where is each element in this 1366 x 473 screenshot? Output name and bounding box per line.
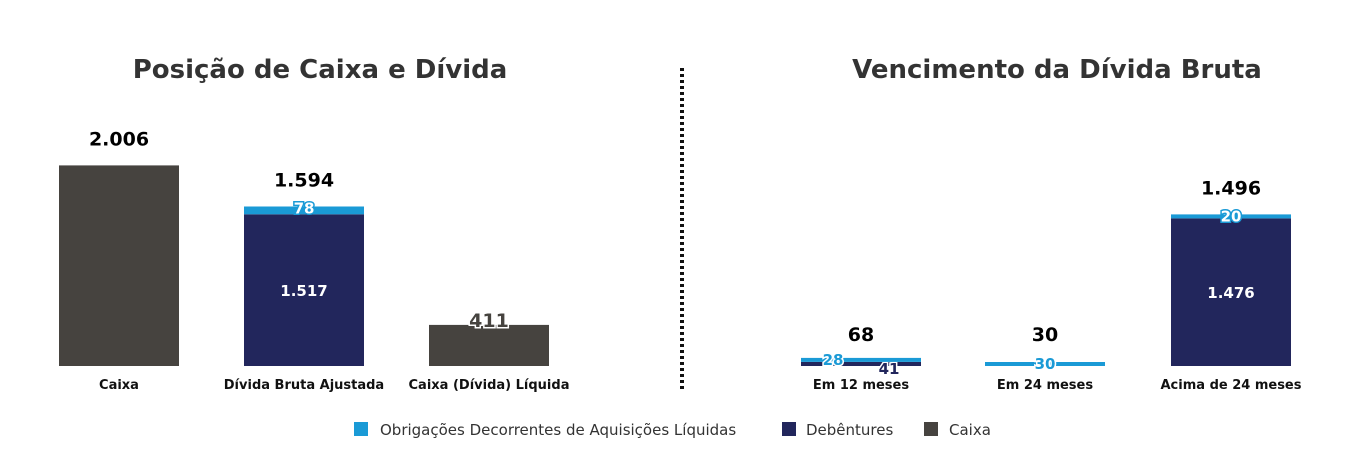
legend: Obrigações Decorrentes de Aquisições Líq… <box>354 421 991 439</box>
bar-caixa <box>429 324 549 366</box>
bar-aquisicoes <box>1171 214 1291 219</box>
chart-title-left: Posição de Caixa e Dívida <box>133 55 508 85</box>
bar-debentures <box>801 361 921 366</box>
data-label-aquisicoes: 30 <box>1035 355 1056 373</box>
legend-swatch-debentures <box>782 422 796 436</box>
data-label-debentures: 1.476 <box>1207 284 1254 302</box>
legend-swatch-aquisicoes <box>354 422 368 436</box>
bar-debentures <box>244 214 364 366</box>
total-label: 68 <box>848 324 874 346</box>
category-label: Dívida Bruta Ajustada <box>224 378 384 393</box>
data-label-caixa: 411 <box>469 310 509 332</box>
category-label: Caixa (Dívida) Líquida <box>409 378 570 393</box>
total-label: 1.496 <box>1201 177 1261 199</box>
data-label-debentures: 41 <box>879 360 900 378</box>
data-label-debentures: 1.517 <box>280 282 327 300</box>
bar-debentures <box>1171 218 1291 366</box>
category-label: Acima de 24 meses <box>1161 378 1302 393</box>
data-label-aquisicoes: 78 <box>294 200 315 218</box>
legend-label-debentures: Debêntures <box>806 421 893 439</box>
category-label: Caixa <box>99 378 139 393</box>
legend-label-caixa: Caixa <box>949 421 991 439</box>
category-label: Em 12 meses <box>813 378 909 393</box>
data-label-aquisicoes: 20 <box>1221 207 1242 225</box>
total-label: 1.594 <box>274 170 334 192</box>
bar-aquisicoes <box>985 362 1105 366</box>
bar-caixa <box>59 165 179 366</box>
category-label: Em 24 meses <box>997 378 1093 393</box>
total-label: 2.006 <box>89 128 149 150</box>
data-label-aquisicoes: 28 <box>823 351 844 369</box>
bar-aquisicoes <box>244 206 364 215</box>
bar-aquisicoes <box>801 357 921 362</box>
legend-label-aquisicoes: Obrigações Decorrentes de Aquisições Líq… <box>380 421 736 439</box>
chart-title-right: Vencimento da Dívida Bruta <box>852 55 1262 85</box>
total-label: 30 <box>1032 324 1058 346</box>
legend-swatch-caixa <box>924 422 938 436</box>
